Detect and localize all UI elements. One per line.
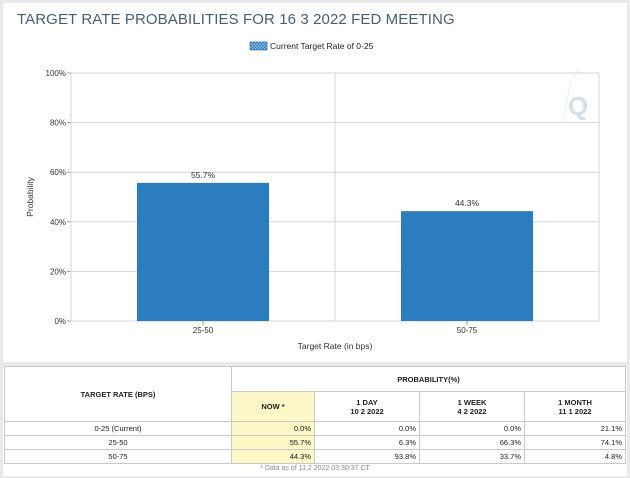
table-footnote: * Data as of 11 2 2022 03:30:37 CT — [260, 465, 370, 472]
day-cell: 0.0% — [314, 421, 420, 436]
probability-table-panel: TARGET RATE (BPS) PROBABILITY(%) NOW * 1… — [3, 366, 627, 476]
rate-cell: 25-50 — [4, 435, 232, 450]
target-rate-header: TARGET RATE (BPS) — [4, 366, 232, 422]
bar-data-label: 55.7% — [191, 170, 216, 180]
y-tick-label: 40% — [50, 218, 66, 227]
legend-swatch — [249, 41, 268, 51]
week-cell: 33.7% — [419, 449, 525, 464]
rate-cell: 0-25 (Current) — [4, 421, 232, 436]
bar-data-label: 44.3% — [455, 198, 480, 208]
now-cell: 55.7% — [231, 435, 315, 450]
col-1day-header: 1 DAY 10 2 2022 — [314, 391, 420, 422]
x-axis-title: Target Rate (in bps) — [298, 341, 373, 351]
rate-cell: 50-75 — [4, 449, 232, 464]
probability-bar-chart: Current Target Rate of 0-25 Q 0% 20% 40% 60… — [25, 41, 600, 351]
table-row: 50-75 44.3% 93.8% 33.7% 4.8% — [4, 449, 626, 464]
y-tick-label: 100% — [46, 69, 66, 78]
table-row: 25-50 55.7% 6.3% 66.3% 74.1% — [4, 435, 626, 450]
week-cell: 0.0% — [419, 421, 525, 436]
day-cell: 6.3% — [314, 435, 420, 450]
y-tick-label: 0% — [54, 317, 66, 326]
col-1week-header: 1 WEEK 4 2 2022 — [419, 391, 525, 422]
y-tick-label: 60% — [50, 168, 66, 177]
month-cell: 21.1% — [524, 421, 626, 436]
x-tick-label: 50-75 — [457, 326, 478, 335]
bar — [137, 182, 269, 321]
col-now-header: NOW * — [231, 391, 315, 422]
x-tick-label: 25-50 — [193, 326, 214, 335]
day-cell: 93.8% — [314, 449, 420, 464]
table-row: 0-25 (Current) 0.0% 0.0% 0.0% 21.1% — [4, 421, 626, 436]
quikstrike-logo: Q — [562, 69, 588, 123]
col-1month-date: 11 1 2022 — [558, 406, 592, 416]
legend-label: Current Target Rate of 0-25 — [270, 41, 374, 51]
y-tick-label: 20% — [50, 267, 66, 276]
col-1day-label: 1 DAY — [356, 397, 378, 407]
month-cell: 74.1% — [524, 435, 626, 450]
bar — [401, 211, 533, 321]
y-tick-label: 80% — [50, 119, 66, 128]
now-cell: 44.3% — [231, 449, 315, 464]
page-title: TARGET RATE PROBABILITIES FOR 16 3 2022 … — [17, 11, 455, 28]
col-1week-label: 1 WEEK — [457, 397, 487, 407]
y-axis-title: Probability — [25, 176, 35, 216]
col-1month-header: 1 MONTH 11 1 2022 — [524, 391, 626, 422]
probability-table: TARGET RATE (BPS) PROBABILITY(%) NOW * 1… — [4, 366, 626, 464]
now-cell: 0.0% — [231, 421, 315, 436]
week-cell: 66.3% — [419, 435, 525, 450]
probability-header: PROBABILITY(%) — [231, 366, 626, 392]
col-1week-date: 4 2 2022 — [457, 406, 487, 416]
col-now-label: NOW * — [261, 402, 285, 411]
chart-panel: TARGET RATE PROBABILITIES FOR 16 3 2022 … — [3, 3, 627, 362]
col-1month-label: 1 MONTH — [558, 397, 592, 407]
chart-legend: Current Target Rate of 0-25 — [249, 41, 374, 51]
svg-text:Q: Q — [568, 91, 588, 121]
month-cell: 4.8% — [524, 449, 626, 464]
col-1day-date: 10 2 2022 — [350, 406, 384, 416]
